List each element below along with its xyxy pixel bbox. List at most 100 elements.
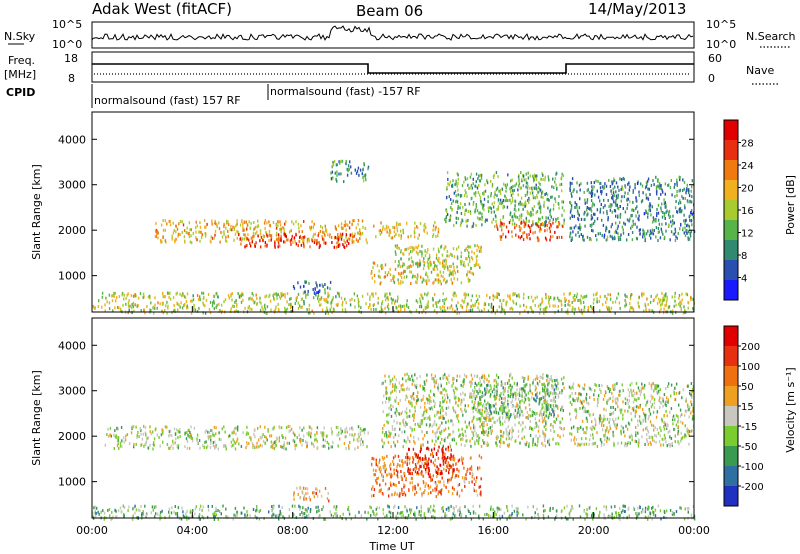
scatter-cell	[538, 311, 541, 315]
scatter-cell	[502, 406, 504, 410]
scatter-cell	[204, 430, 206, 434]
scatter-cell	[452, 458, 454, 462]
scatter-cell	[631, 208, 633, 212]
scatter-cell	[294, 302, 296, 305]
scatter-cell	[511, 429, 514, 433]
scatter-cell	[490, 192, 492, 195]
scatter-cell	[529, 191, 532, 195]
scatter-cell	[478, 485, 480, 489]
scatter-cell	[660, 183, 662, 187]
scatter-cell	[649, 207, 651, 210]
scatter-cell	[149, 308, 151, 312]
scatter-cell	[293, 286, 296, 290]
scatter-cell	[405, 394, 407, 398]
scatter-cell	[601, 185, 604, 189]
scatter-cell	[482, 206, 484, 210]
scatter-cell	[591, 204, 593, 208]
scatter-cell	[376, 477, 378, 481]
scatter-cell	[574, 206, 576, 209]
scatter-cell	[403, 439, 406, 443]
scatter-cell	[644, 186, 647, 190]
scatter-cell	[393, 309, 395, 313]
scatter-cell	[546, 228, 548, 232]
scatter-cell	[563, 376, 565, 380]
scatter-cell	[341, 159, 344, 163]
scatter-cell	[484, 376, 486, 380]
scatter-cell	[358, 309, 360, 313]
scatter-cell	[204, 232, 206, 235]
scatter-cell	[314, 433, 316, 437]
scatter-cell	[144, 426, 147, 429]
scatter-cell	[478, 411, 480, 415]
scatter-cell	[401, 491, 403, 495]
scatter-cell	[394, 244, 397, 248]
scatter-cell	[661, 291, 663, 295]
scatter-cell	[224, 238, 227, 242]
scatter-cell	[335, 227, 337, 231]
scatter-cell	[562, 427, 564, 431]
scatter-cell	[468, 254, 470, 258]
scatter-cell	[384, 298, 387, 302]
scatter-cell	[419, 384, 421, 388]
scatter-cell	[219, 240, 221, 244]
scatter-cell	[532, 381, 534, 385]
scatter-cell	[247, 233, 249, 237]
scatter-cell	[205, 225, 207, 229]
scatter-cell	[599, 295, 601, 299]
scatter-cell	[488, 419, 490, 422]
scatter-cell	[580, 233, 582, 236]
scatter-cell	[618, 221, 621, 224]
scatter-cell	[554, 395, 557, 399]
scatter-cell	[421, 430, 423, 433]
scatter-cell	[542, 387, 544, 391]
scatter-cell	[403, 263, 405, 267]
scatter-cell	[353, 438, 355, 442]
scatter-cell	[316, 426, 319, 430]
scatter-cell	[367, 167, 369, 171]
scatter-cell	[668, 223, 670, 227]
scatter-cell	[188, 435, 190, 438]
scatter-cell	[688, 237, 691, 241]
scatter-cell	[530, 295, 533, 299]
scatter-cell	[600, 192, 603, 196]
scatter-cell	[610, 225, 612, 229]
scatter-cell	[183, 235, 186, 239]
scatter-cell	[594, 212, 596, 216]
scatter-cell	[557, 304, 559, 308]
scatter-cell	[225, 447, 227, 451]
scatter-cell	[340, 427, 342, 431]
scatter-cell	[507, 294, 509, 298]
scatter-cell	[416, 300, 419, 304]
scatter-cell	[398, 481, 400, 484]
scatter-cell	[677, 232, 679, 235]
scatter-cell	[466, 425, 468, 429]
scatter-cell	[475, 205, 478, 209]
scatter-cell	[357, 301, 360, 305]
scatter-cell	[494, 190, 496, 194]
scatter-cell	[308, 431, 310, 435]
scatter-cell	[474, 304, 476, 308]
scatter-cell	[353, 299, 356, 302]
scatter-cell	[452, 423, 454, 427]
scatter-cell	[629, 302, 631, 306]
scatter-cell	[568, 292, 571, 296]
scatter-cell	[116, 436, 118, 440]
scatter-cell	[664, 293, 666, 297]
scatter-cell	[417, 453, 419, 457]
scatter-cell	[210, 429, 212, 432]
scatter-cell	[419, 259, 421, 263]
scatter-cell	[434, 374, 436, 378]
scatter-cell	[479, 179, 481, 183]
scatter-cell	[590, 191, 592, 195]
scatter-cell	[341, 429, 343, 433]
scatter-cell	[412, 249, 414, 253]
scatter-cell	[372, 261, 375, 265]
scatter-cell	[460, 281, 463, 285]
scatter-cell	[345, 159, 347, 163]
scatter-cell	[184, 240, 186, 244]
scatter-cell	[471, 480, 473, 484]
scatter-cell	[558, 195, 560, 198]
scatter-cell	[436, 484, 438, 488]
scatter-cell	[283, 230, 285, 234]
scatter-cell	[614, 185, 616, 189]
